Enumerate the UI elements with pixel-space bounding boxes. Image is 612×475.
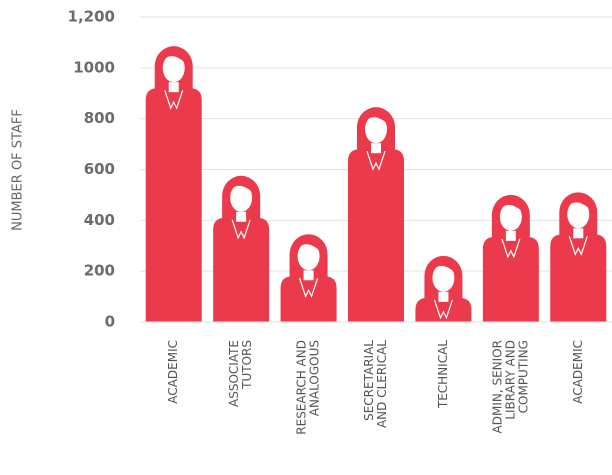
neck <box>304 270 314 280</box>
chart: NUMBER OF STAFF 0 200 400 600 800 1000 1,200 AC… <box>0 0 612 475</box>
neck <box>506 231 516 241</box>
x-tick-label: ASSOCIATE <box>227 340 241 407</box>
neck <box>169 82 179 92</box>
x-tick-label: COMPUTING <box>516 340 530 413</box>
x-tick-label: AND CLERICAL <box>375 340 389 428</box>
bar <box>281 276 337 322</box>
y-tick-label: 1,200 <box>68 8 115 26</box>
bar <box>213 218 269 322</box>
x-tick-label: ANALOGOUS <box>308 340 322 416</box>
x-tick-label: SECRETARIAL <box>362 340 376 421</box>
bar <box>146 88 202 322</box>
y-tick-label: 400 <box>84 211 115 229</box>
y-axis-label: NUMBER OF STAFF <box>11 109 26 231</box>
x-tick-label: ADMIN, SENIOR <box>490 340 504 433</box>
x-tick-label: LIBRARY AND <box>503 340 517 420</box>
neck <box>371 143 381 153</box>
x-tick-label: TUTORS <box>240 340 254 390</box>
neck <box>573 228 583 238</box>
x-tick-label: ACADEMIC <box>166 340 180 404</box>
x-tick-label: RESEARCH AND <box>295 340 309 435</box>
y-tick-label: 800 <box>84 109 115 127</box>
y-tick-label: 200 <box>84 262 115 280</box>
neck <box>236 212 246 222</box>
y-tick-label: 600 <box>84 160 115 178</box>
neck <box>438 292 448 302</box>
x-tick-label: TECHNICAL <box>436 340 450 409</box>
x-tick-label: ACADEMIC <box>571 340 585 404</box>
bar <box>348 149 404 322</box>
y-tick-label: 1000 <box>73 58 115 76</box>
y-tick-label: 0 <box>105 313 115 331</box>
